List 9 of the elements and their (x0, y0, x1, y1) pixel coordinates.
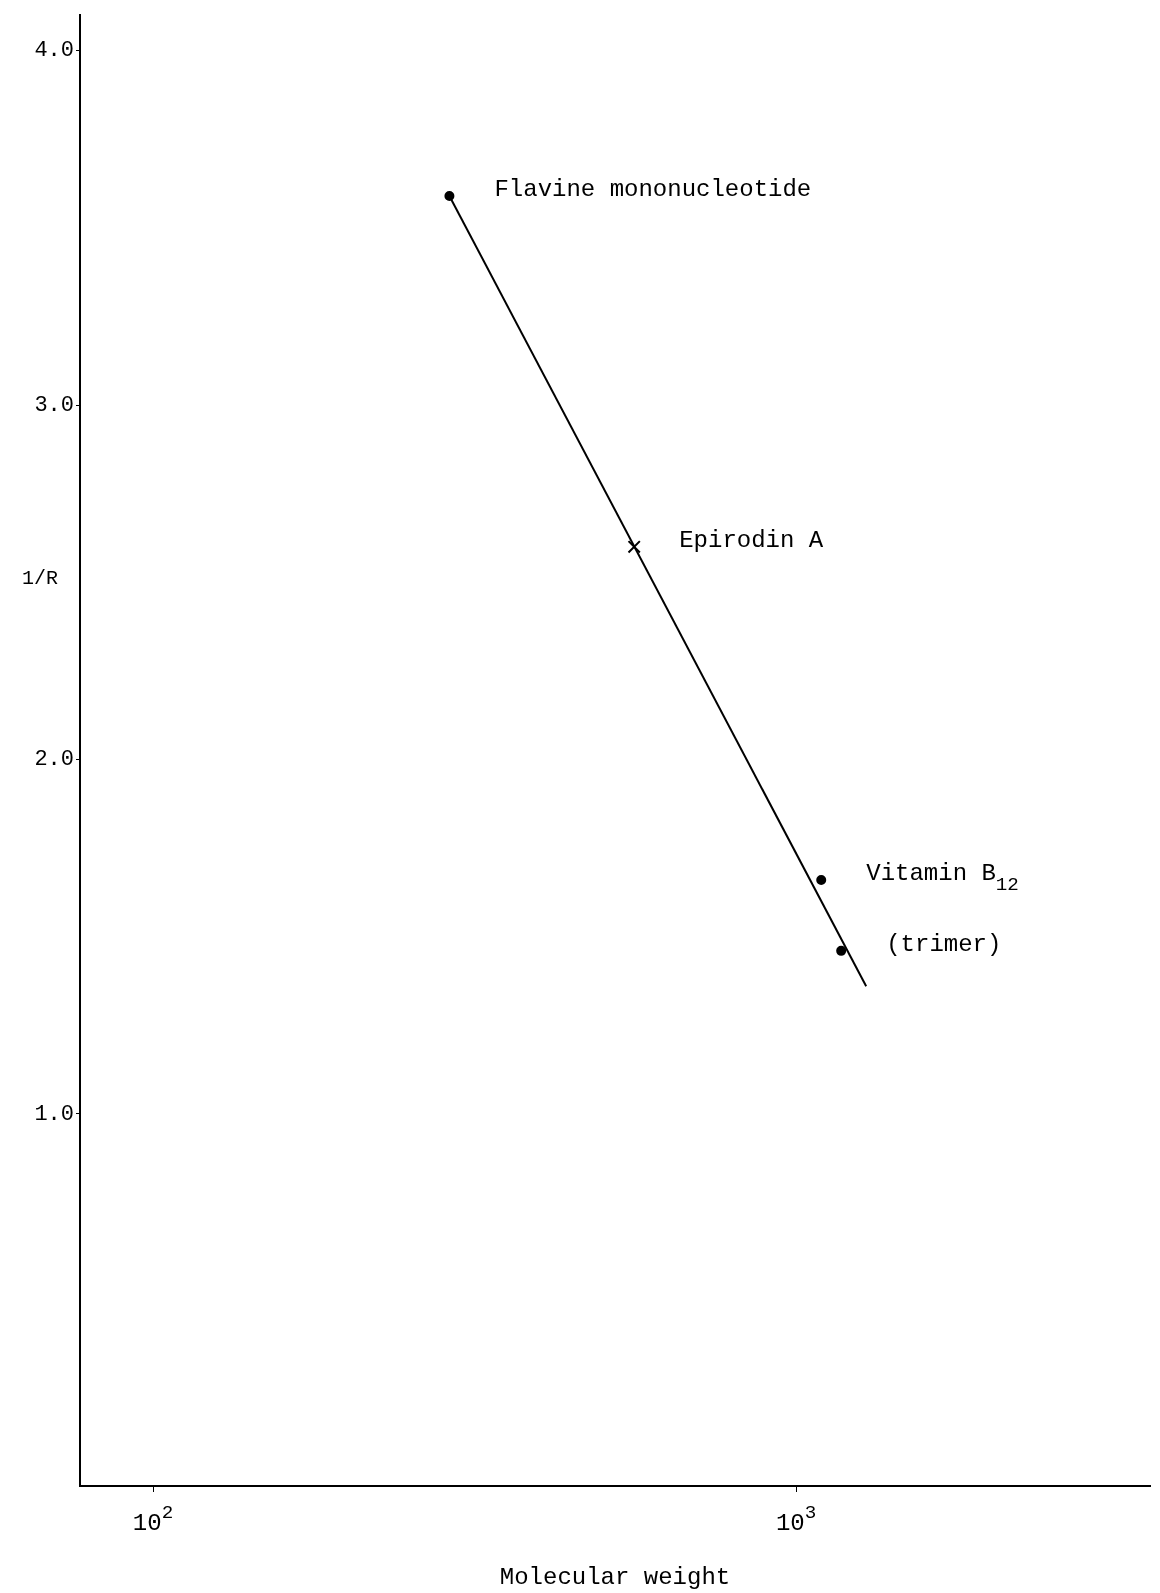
y-tick-label: 1.0 (34, 1101, 74, 1127)
y-tick-label: 3.0 (34, 392, 74, 418)
annotation: Flavine mononucleotide (494, 176, 812, 204)
y-axis-title: 1/R (22, 566, 59, 590)
annotation: Epirodin A (679, 527, 824, 555)
x-axis-title: Molecular weight (499, 1564, 731, 1592)
y-tick-label: 4.0 (34, 38, 74, 64)
annotation: (trimer) (886, 931, 1002, 959)
y-tick-label: 2.0 (34, 747, 74, 773)
